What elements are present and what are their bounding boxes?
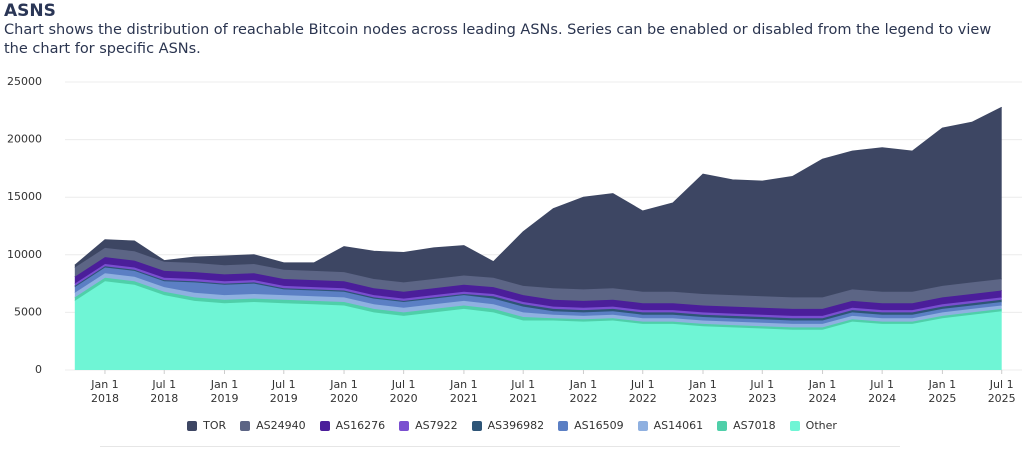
x-tick-label: Jul 1 2024 (868, 378, 897, 405)
legend-swatch (637, 420, 648, 431)
x-tick-label: Jan 1 2025 (928, 378, 957, 405)
x-tick-label: Jan 1 2018 (90, 378, 119, 405)
legend-swatch (240, 420, 251, 431)
legend: TOR AS24940 AS16276 AS7922 AS396982 AS16509 AS… (0, 419, 1024, 432)
legend-swatch (471, 420, 482, 431)
y-tick-label: 20000 (7, 133, 42, 146)
legend-item[interactable]: AS16509 (558, 419, 624, 432)
area-fill (74, 281, 1002, 370)
y-tick-label: 10000 (7, 248, 42, 261)
legend-label: AS16509 (574, 419, 624, 432)
x-tick-label: Jul 1 2022 (628, 378, 657, 405)
legend-item[interactable]: Other (789, 419, 837, 432)
legend-swatch (717, 420, 728, 431)
divider (100, 446, 900, 447)
x-tick-label: Jul 1 2021 (509, 378, 538, 405)
y-tick-label: 0 (35, 363, 42, 376)
legend-label: TOR (203, 419, 227, 432)
legend-label: AS7922 (415, 419, 458, 432)
y-tick-label: 5000 (14, 305, 42, 318)
x-tick-label: Jul 1 2019 (269, 378, 298, 405)
chart-subtitle: Chart shows the distribution of reachabl… (4, 22, 992, 57)
x-tick-label: Jul 1 2018 (150, 378, 179, 405)
legend-item[interactable]: AS16276 (319, 419, 386, 432)
x-tick-label: Jan 1 2021 (449, 378, 478, 405)
legend-item[interactable]: AS14061 (637, 419, 704, 432)
x-tick-label: Jul 1 2023 (748, 378, 777, 405)
legend-item[interactable]: AS24940 (240, 419, 306, 432)
area-fill (74, 257, 1002, 316)
area (74, 106, 1002, 266)
area-fill (74, 273, 1002, 328)
areas (74, 106, 1002, 370)
legend-item[interactable]: AS396982 (471, 419, 545, 432)
legend-label: AS14061 (653, 419, 704, 432)
legend-label: AS396982 (487, 419, 545, 432)
area-fill (74, 277, 1002, 330)
chart-title: ASNS (4, 1, 56, 21)
legend-label: AS7018 (733, 419, 776, 432)
area-fill (74, 247, 1002, 309)
x-tick-label: Jan 1 2024 (808, 378, 837, 405)
y-tick-label: 15000 (7, 190, 42, 203)
legend-item[interactable]: AS7922 (399, 419, 458, 432)
x-tick-label: Jan 1 2019 (210, 378, 239, 405)
area-fill (74, 267, 1002, 324)
x-tick-label: Jul 1 2020 (389, 378, 418, 405)
legend-label: AS24940 (256, 419, 306, 432)
legend-swatch (319, 420, 330, 431)
legend-label: Other (805, 419, 837, 432)
area-fill (74, 107, 1002, 298)
legend-swatch (399, 420, 410, 431)
x-tick-label: Jul 1 2025 (987, 378, 1016, 405)
legend-swatch (789, 420, 800, 431)
legend-item[interactable]: TOR (187, 419, 226, 432)
y-tick-label: 25000 (7, 75, 42, 88)
legend-swatch (187, 420, 198, 431)
legend-item[interactable]: AS7018 (717, 419, 776, 432)
x-tick-label: Jan 1 2022 (569, 378, 598, 405)
legend-swatch (558, 420, 569, 431)
x-tick-label: Jan 1 2023 (689, 378, 717, 405)
x-tick-label: Jan 1 2020 (330, 378, 359, 405)
legend-label: AS16276 (335, 419, 386, 432)
